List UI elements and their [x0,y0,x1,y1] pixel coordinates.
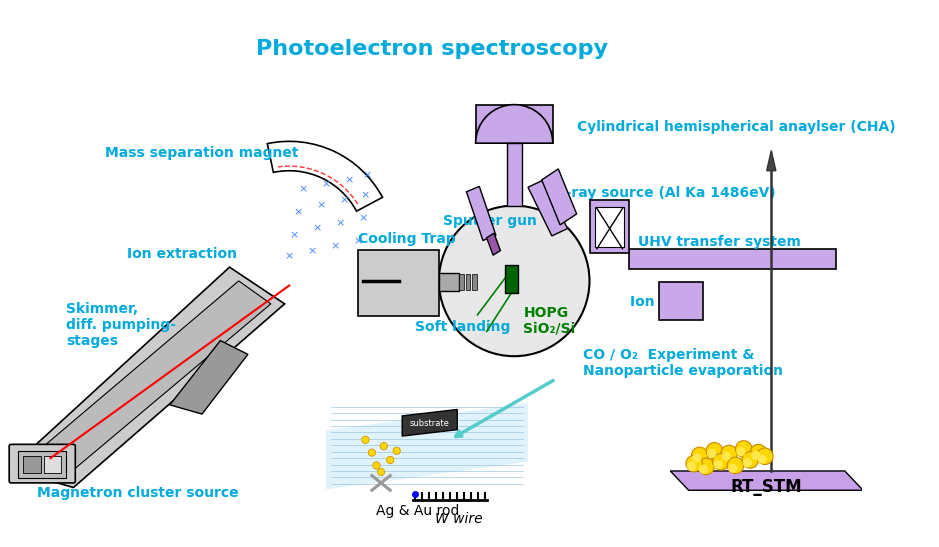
Text: W wire: W wire [436,513,483,526]
Polygon shape [170,341,248,414]
Circle shape [743,458,752,467]
Text: Ag & Au rod: Ag & Au rod [377,504,459,518]
Circle shape [714,460,723,469]
Circle shape [377,468,385,475]
Circle shape [728,464,737,473]
Text: ×: × [340,195,349,205]
Text: ×: × [335,218,345,228]
Polygon shape [467,187,496,241]
Text: Cooling Trap: Cooling Trap [358,232,455,246]
Bar [629,249,836,269]
Circle shape [713,453,729,470]
Circle shape [758,455,767,464]
FancyBboxPatch shape [9,444,75,483]
Circle shape [686,462,696,471]
Text: ×: × [307,247,316,257]
Text: Soft landing: Soft landing [415,321,511,334]
Circle shape [750,444,767,461]
Bar [44,456,61,473]
Bar [472,274,477,290]
Text: UHV transfer system: UHV transfer system [639,235,801,249]
Text: Mass separation magnet: Mass separation magnet [105,146,299,160]
Bar [23,456,41,473]
Circle shape [727,457,744,474]
Circle shape [757,448,773,464]
Polygon shape [326,403,528,490]
Circle shape [439,206,590,356]
Text: ×: × [289,230,299,240]
Text: ×: × [353,236,362,247]
Circle shape [368,449,376,456]
Circle shape [751,451,761,460]
Circle shape [735,441,752,457]
Text: X-ray source (Al Ka 1486eV): X-ray source (Al Ka 1486eV) [556,187,776,200]
Text: ×: × [299,184,308,194]
Bar [659,282,703,321]
Text: Cylindrical hemispherical anaylser (CHA): Cylindrical hemispherical anaylser (CHA) [577,120,895,134]
Polygon shape [27,281,270,474]
Text: ×: × [331,241,340,251]
Polygon shape [486,233,500,255]
Bar [459,274,464,290]
Circle shape [380,443,388,450]
Bar [19,451,66,478]
Bar [466,274,470,290]
Text: ×: × [345,175,354,185]
Bar [595,207,624,247]
Circle shape [721,445,737,462]
Circle shape [685,455,702,472]
Text: ×: × [362,170,372,181]
Circle shape [699,464,708,474]
Bar [507,143,521,206]
Text: RT_STM: RT_STM [731,478,803,496]
Bar [591,200,629,253]
Text: HOPG
SiO₂/Si: HOPG SiO₂/Si [523,306,576,336]
Text: ×: × [361,190,370,201]
Circle shape [691,447,708,464]
Text: Skimmer,
diff. pumping-
stages: Skimmer, diff. pumping- stages [66,302,177,348]
Text: Magnetron cluster source: Magnetron cluster source [37,486,239,499]
Polygon shape [402,410,457,436]
Polygon shape [542,169,577,225]
Bar [439,272,459,291]
Bar [358,249,439,316]
Polygon shape [528,180,567,236]
Text: ×: × [285,251,294,261]
Circle shape [692,453,701,463]
Circle shape [736,447,746,456]
Circle shape [698,458,715,475]
Text: substrate: substrate [409,419,450,428]
Text: ×: × [358,213,367,224]
Circle shape [707,449,716,458]
Text: Ion pump: Ion pump [630,295,703,309]
Wedge shape [476,104,553,143]
Text: ×: × [316,201,326,211]
Circle shape [387,456,393,464]
Polygon shape [767,150,776,171]
Text: Ion extraction: Ion extraction [127,247,237,261]
Text: ×: × [321,179,331,189]
Wedge shape [268,141,382,211]
Circle shape [362,436,369,444]
Polygon shape [9,267,285,487]
Bar [476,104,553,143]
Text: Photoelectron spectroscopy: Photoelectron spectroscopy [255,39,608,60]
Circle shape [706,443,723,459]
Circle shape [373,462,380,469]
Text: ×: × [294,207,303,217]
Bar [505,265,518,293]
Circle shape [393,447,400,455]
Polygon shape [670,471,863,490]
Text: ×: × [312,224,321,234]
Text: Sputter gun: Sputter gun [443,214,537,228]
Circle shape [742,452,759,468]
Text: CO / O₂  Experiment &
Nanoparticle evaporation: CO / O₂ Experiment & Nanoparticle evapor… [583,348,783,378]
Circle shape [722,452,731,461]
